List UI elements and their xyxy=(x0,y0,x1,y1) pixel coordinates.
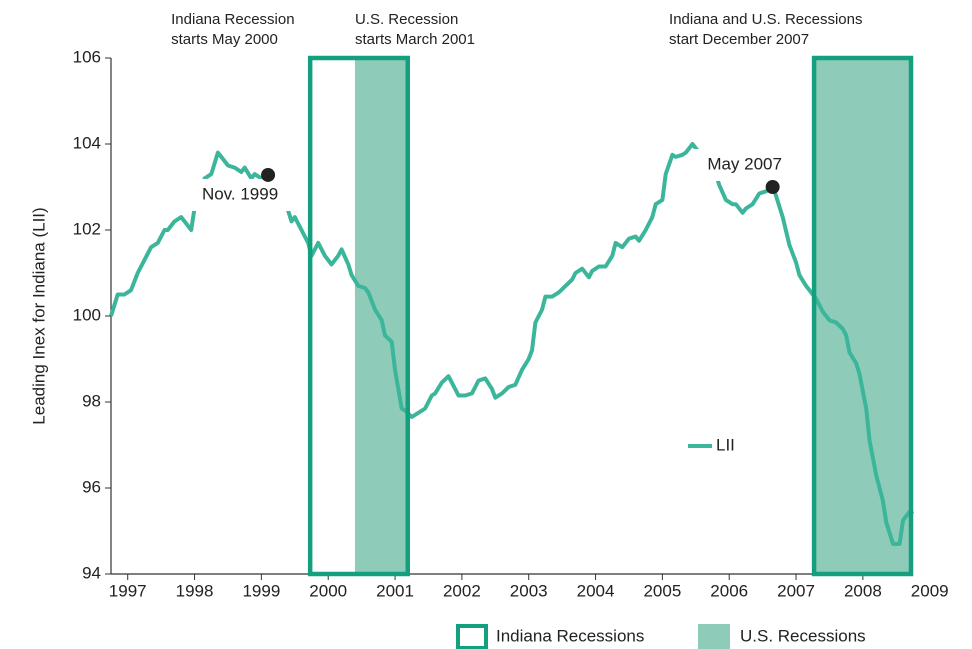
point-label: May 2007 xyxy=(707,154,782,173)
indiana-recession xyxy=(307,55,410,577)
x-tick-label: 2004 xyxy=(577,581,615,600)
x-tick-label: 2009 xyxy=(911,581,949,600)
label-background xyxy=(692,149,797,181)
point-marker xyxy=(261,167,276,182)
x-tick-label: 2008 xyxy=(844,581,882,600)
annotation: Indiana and U.S. Recessions xyxy=(669,11,862,28)
us-recession xyxy=(354,58,410,574)
x-tick-label: 1998 xyxy=(176,581,214,600)
y-tick-label: 104 xyxy=(73,133,101,152)
y-tick-label: 96 xyxy=(82,477,101,496)
y-tick-label: 94 xyxy=(82,563,101,582)
x-tick-label: 1997 xyxy=(109,581,147,600)
x-tick-label: 2006 xyxy=(710,581,748,600)
y-axis-label: Leading Inex for Indiana (LII) xyxy=(29,207,48,424)
x-tick-label: 2007 xyxy=(777,581,815,600)
annotation: start December 2007 xyxy=(669,31,809,48)
legend-swatch xyxy=(698,624,730,649)
lii-line xyxy=(109,142,915,546)
annotation: starts March 2001 xyxy=(355,31,475,48)
x-tick-label: 1999 xyxy=(242,581,280,600)
x-tick-label: 2003 xyxy=(510,581,548,600)
label-background xyxy=(186,178,295,211)
y-tick-label: 100 xyxy=(73,305,101,324)
point-label: Nov. 1999 xyxy=(202,184,278,203)
annotation: starts May 2000 xyxy=(171,31,278,48)
x-tick-label: 2002 xyxy=(443,581,481,600)
legend-label: LII xyxy=(716,435,735,454)
point-marker xyxy=(765,180,780,194)
x-tick-label: 2000 xyxy=(309,581,347,600)
legend-swatch xyxy=(456,624,488,649)
y-tick-label: 106 xyxy=(73,47,101,66)
indiana-recession xyxy=(811,55,914,577)
x-tick-label: 2001 xyxy=(376,581,414,600)
us-recession xyxy=(812,58,913,574)
annotation: U.S. Recession xyxy=(355,11,458,28)
legend-label: Indiana Recessions xyxy=(496,626,644,645)
x-tick-label: 2005 xyxy=(643,581,681,600)
annotation: Indiana Recession xyxy=(171,11,294,28)
legend-label: U.S. Recessions xyxy=(740,626,866,645)
y-tick-label: 102 xyxy=(73,219,101,238)
y-tick-label: 98 xyxy=(82,391,101,410)
